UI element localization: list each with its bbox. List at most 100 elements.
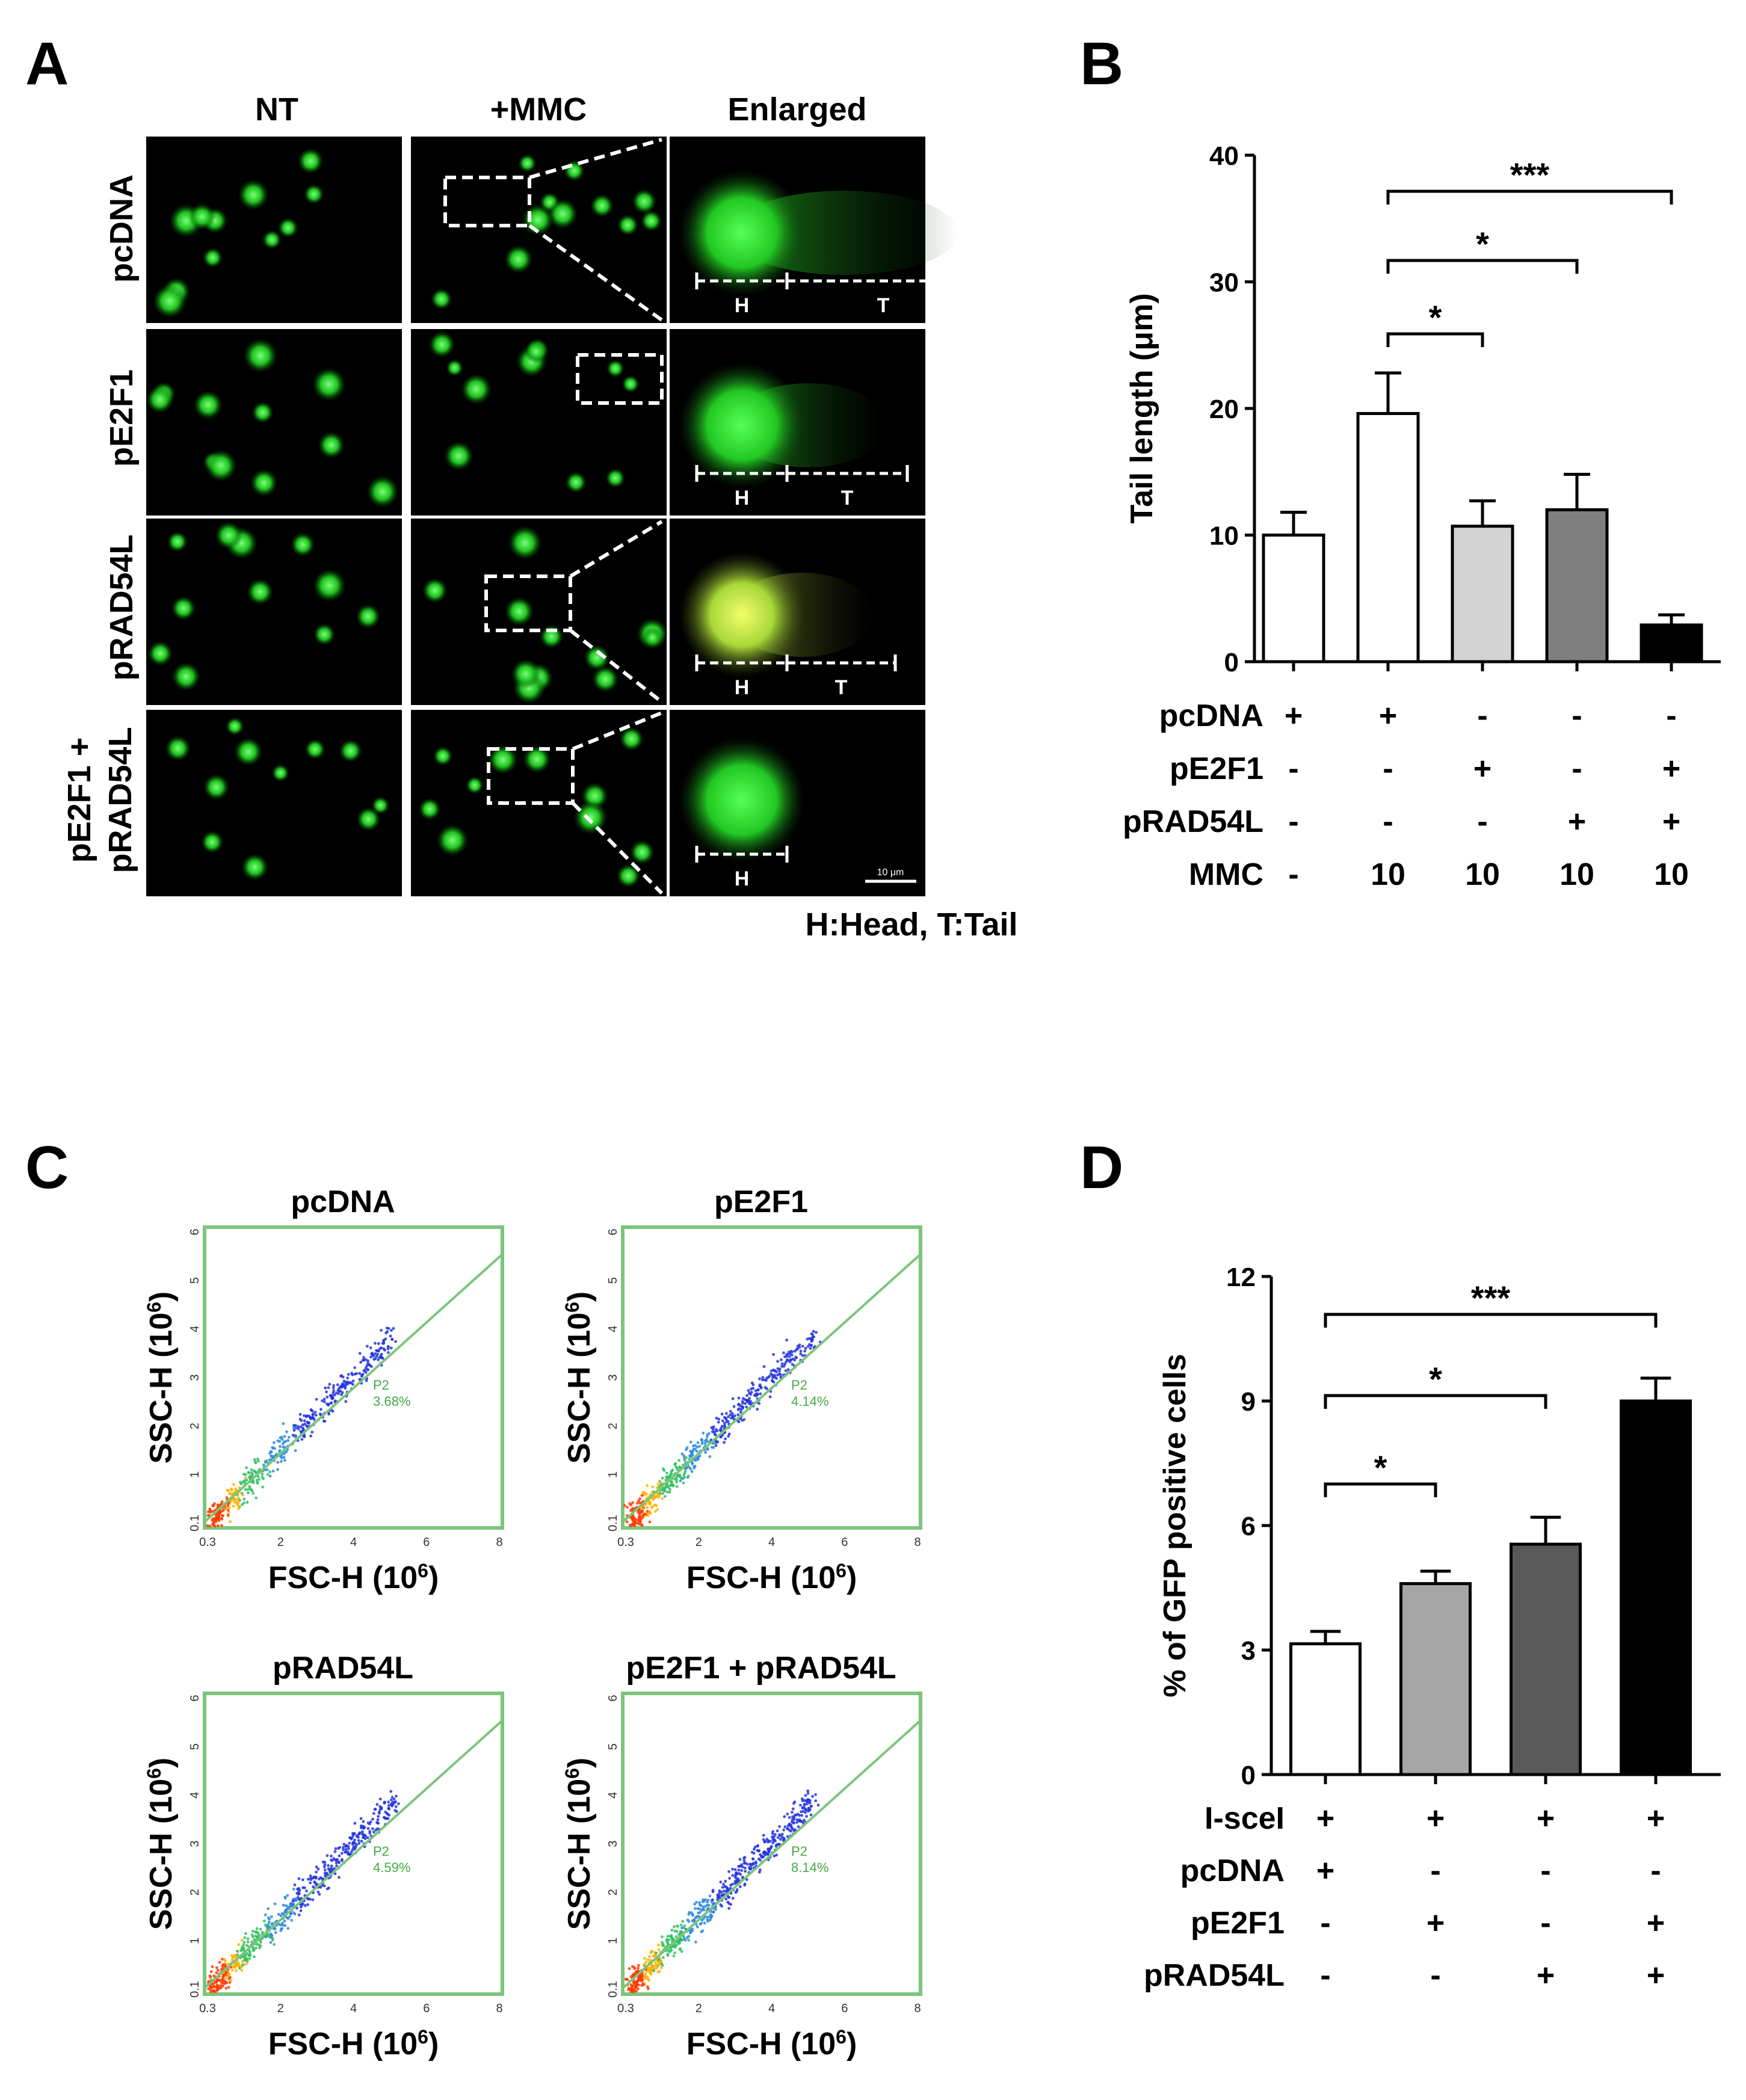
flow-event-dot <box>699 1904 703 1908</box>
y-tick-label: 3 <box>188 1374 202 1381</box>
flow-event-dot <box>242 1497 246 1501</box>
head-marker: H <box>735 867 750 890</box>
flow-event-dot <box>371 1817 374 1821</box>
panel-d-significance-label: *** <box>1471 1279 1511 1317</box>
flow-event-dot <box>375 1355 378 1358</box>
flow-event-dot <box>219 1984 223 1988</box>
nucleus-dot <box>171 596 196 621</box>
flow-event-dot <box>276 1439 280 1443</box>
flow-event-dot <box>325 1402 329 1406</box>
flow-event-dot <box>685 1936 689 1939</box>
head-marker: H <box>735 294 750 317</box>
flow-event-dot <box>244 1476 247 1480</box>
flow-event-dot <box>791 1807 795 1811</box>
flow-event-dot <box>335 1864 338 1868</box>
flow-event-dot <box>384 1331 388 1335</box>
flow-event-dot <box>815 1331 818 1334</box>
flow-event-dot <box>676 1924 679 1928</box>
flow-event-dot <box>738 1858 742 1861</box>
flow-event-dot <box>737 1868 741 1872</box>
flow-event-dot <box>775 1853 779 1857</box>
flow-event-dot <box>303 1904 307 1908</box>
x-tick-label: 6 <box>423 2002 430 2015</box>
flow-event-dot <box>212 1985 215 1988</box>
nucleus-dot <box>524 339 548 363</box>
flow-event-dot <box>226 1513 230 1516</box>
flow-event-dot <box>665 1471 668 1475</box>
flow-event-dot <box>662 1956 665 1959</box>
flow-plot-2: pRAD54L P24.59% 0.3 2 4 6 8 0.1 1 2 3 4 5 6 FSC-H (106… <box>143 1651 504 2062</box>
flow-event-dot <box>330 1855 333 1858</box>
flow-event-dot <box>259 1941 262 1944</box>
flow-event-dot <box>724 1437 727 1441</box>
flow-event-dot <box>233 1953 236 1957</box>
nucleus-dot <box>518 154 537 173</box>
flow-event-dot <box>795 1821 798 1824</box>
x-tick-label: 2 <box>696 2002 702 2015</box>
flow-event-dot <box>375 1349 378 1352</box>
flow-event-dot <box>393 1809 397 1812</box>
flow-event-dot <box>726 1900 730 1904</box>
flow-event-dot <box>774 1840 777 1843</box>
flow-event-dot <box>342 1848 345 1852</box>
flow-event-dot <box>635 1986 638 1989</box>
flow-event-dot <box>759 1392 762 1396</box>
flow-event-dot <box>298 1417 302 1421</box>
flow-event-dot <box>705 1438 708 1441</box>
flow-event-dot <box>809 1813 813 1817</box>
flow-event-dot <box>786 1359 790 1363</box>
flow-event-dot <box>708 1918 712 1922</box>
flow-event-dot <box>363 1837 367 1840</box>
flow-event-dot <box>332 1391 335 1395</box>
flow-event-dot <box>298 1412 302 1416</box>
flow-event-dot <box>757 1857 760 1861</box>
flow-event-dot <box>723 1885 727 1888</box>
flow-event-dot <box>714 1428 718 1431</box>
flow-event-dot <box>315 1870 318 1874</box>
flow-event-dot <box>782 1351 785 1355</box>
flow-event-dot <box>283 1924 287 1927</box>
flow-event-dot <box>332 1386 335 1390</box>
y-axis-title: SSC-H (106) <box>143 1758 179 1930</box>
flow-event-dot <box>371 1352 374 1355</box>
flow-event-dot <box>637 1523 641 1526</box>
panel-b-bar-0 <box>1262 534 1325 664</box>
flow-event-dot <box>754 1862 757 1865</box>
flow-event-dot <box>711 1430 714 1433</box>
panel-d-gfp-chart: % of GFP positive cells036912*****I-sceI… <box>1144 1263 1721 1993</box>
flow-event-dot <box>771 1830 775 1834</box>
flow-event-dot <box>361 1830 364 1834</box>
panel-d-condition-cell: + <box>1427 1801 1445 1836</box>
nucleus-dot <box>262 230 282 250</box>
flow-event-dot <box>743 1883 747 1887</box>
flow-event-dot <box>698 1445 702 1448</box>
flow-event-dot <box>323 1863 327 1867</box>
flow-event-dot <box>794 1813 798 1817</box>
panel-b-condition-cell: + <box>1285 698 1303 733</box>
flow-event-dot <box>344 1847 348 1851</box>
flow-event-dot <box>696 1457 699 1461</box>
nucleus-dot <box>291 532 315 557</box>
flow-event-dot <box>718 1891 721 1895</box>
flow-event-dot <box>220 1978 224 1981</box>
flow-event-dot <box>254 1470 257 1474</box>
panel-b-condition-label: pRAD54L <box>1123 804 1263 839</box>
y-tick-label: 4 <box>606 1326 620 1332</box>
flow-event-dot <box>248 1474 252 1478</box>
flow-event-dot <box>748 1865 751 1869</box>
flow-event-dot <box>708 1894 712 1898</box>
flow-event-dot <box>242 1479 246 1483</box>
flow-event-dot <box>804 1347 807 1350</box>
flow-event-dot <box>366 1344 369 1348</box>
flow-event-dot <box>635 1970 638 1974</box>
zoom-box <box>443 176 531 227</box>
flow-event-dot <box>689 1929 693 1932</box>
zoom-line <box>528 224 663 322</box>
y-tick-label: 0.1 <box>188 1981 202 1998</box>
flow-event-dot <box>362 1356 366 1359</box>
panel-b-condition-label: MMC <box>1189 857 1263 892</box>
flow-event-dot <box>741 1402 744 1405</box>
flow-event-dot <box>727 1907 731 1910</box>
flow-event-dot <box>387 1345 390 1349</box>
flow-event-dot <box>679 1479 682 1482</box>
